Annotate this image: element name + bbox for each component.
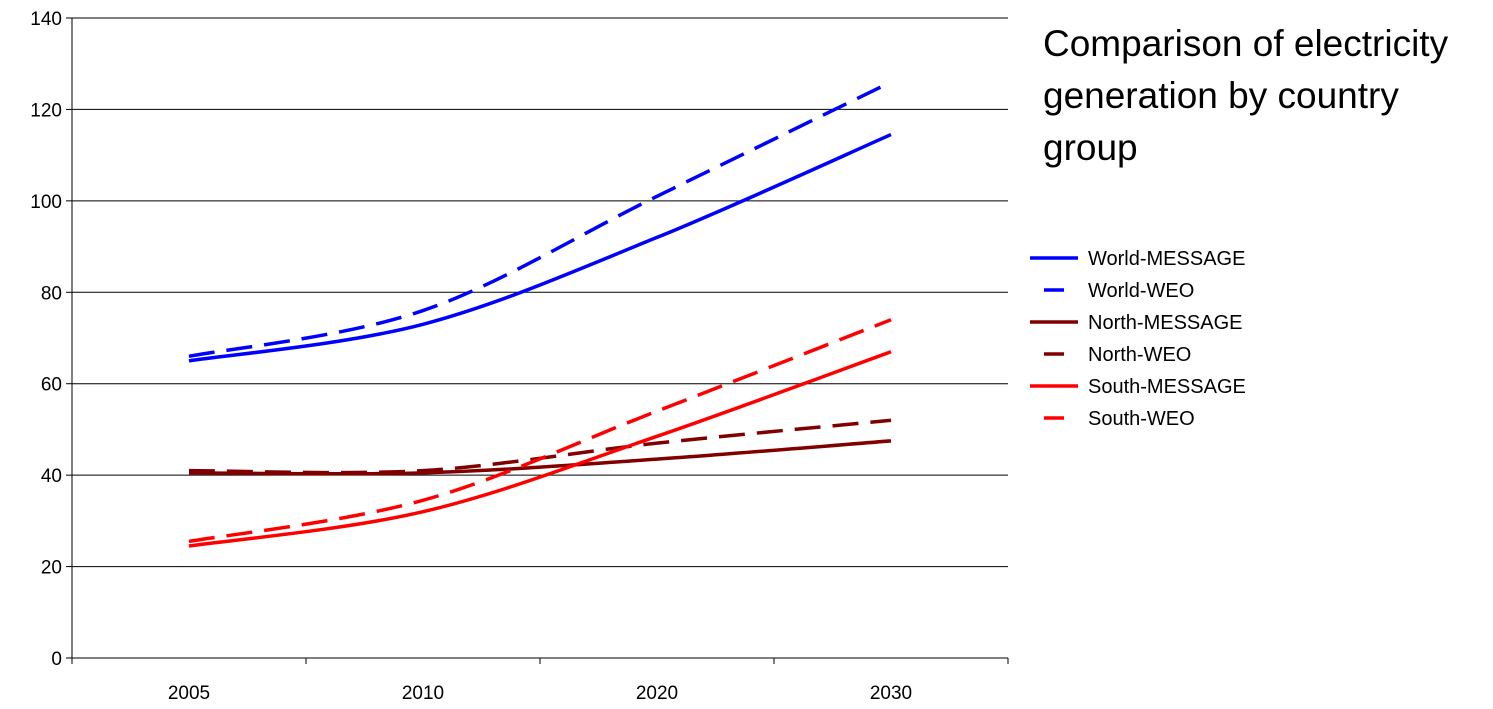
y-tick-label: 0: [51, 649, 62, 670]
legend-item-north-weo: North-WEO: [1044, 344, 1191, 366]
legend-label: World-MESSAGE: [1088, 248, 1245, 270]
legend-label: South-WEO: [1088, 408, 1195, 430]
legend: World-MESSAGE World-WEO North-MESSAGE North…: [1030, 248, 1246, 430]
x-tick-label: 2005: [168, 683, 210, 704]
series-line-world-weo: [188, 80, 892, 359]
axes: 0 20 40 60 80 100 120 140 2005 2010 2020 2030: [30, 9, 1009, 704]
chart-title: Comparison of electricity generation by c…: [1043, 23, 1449, 168]
y-tick-label: 120: [30, 100, 62, 121]
legend-item-world-message: World-MESSAGE: [1030, 248, 1245, 270]
series-line-world-message: [188, 132, 892, 363]
legend-label: South-MESSAGE: [1088, 376, 1246, 398]
legend-label: North-MESSAGE: [1088, 312, 1242, 334]
chart-title-line: generation by country: [1043, 75, 1399, 116]
x-tick-label: 2030: [870, 683, 912, 704]
legend-item-north-message: North-MESSAGE: [1030, 312, 1242, 334]
series-lines: [188, 80, 892, 548]
legend-label: World-WEO: [1088, 280, 1194, 302]
series-line-south-message: [188, 350, 892, 548]
y-tick-label: 100: [30, 192, 62, 213]
x-tick-label: 2020: [636, 683, 678, 704]
legend-item-world-weo: World-WEO: [1044, 280, 1194, 302]
y-tick-label: 40: [41, 466, 62, 487]
y-tick-label: 80: [41, 283, 62, 304]
series-line-south-weo: [188, 318, 892, 544]
series-line-north-message: [188, 439, 892, 476]
legend-label: North-WEO: [1088, 344, 1191, 366]
chart-title-line: Comparison of electricity: [1043, 23, 1449, 64]
legend-item-south-weo: South-WEO: [1044, 408, 1195, 430]
chart-title-line: group: [1043, 127, 1138, 168]
grid-lines: [72, 17, 1008, 568]
y-tick-label: 60: [41, 375, 62, 396]
x-tick-label: 2010: [402, 683, 444, 704]
legend-item-south-message: South-MESSAGE: [1030, 376, 1246, 398]
y-tick-label: 20: [41, 558, 62, 579]
series-line-north-weo: [188, 418, 892, 475]
y-tick-label: 140: [30, 9, 62, 30]
